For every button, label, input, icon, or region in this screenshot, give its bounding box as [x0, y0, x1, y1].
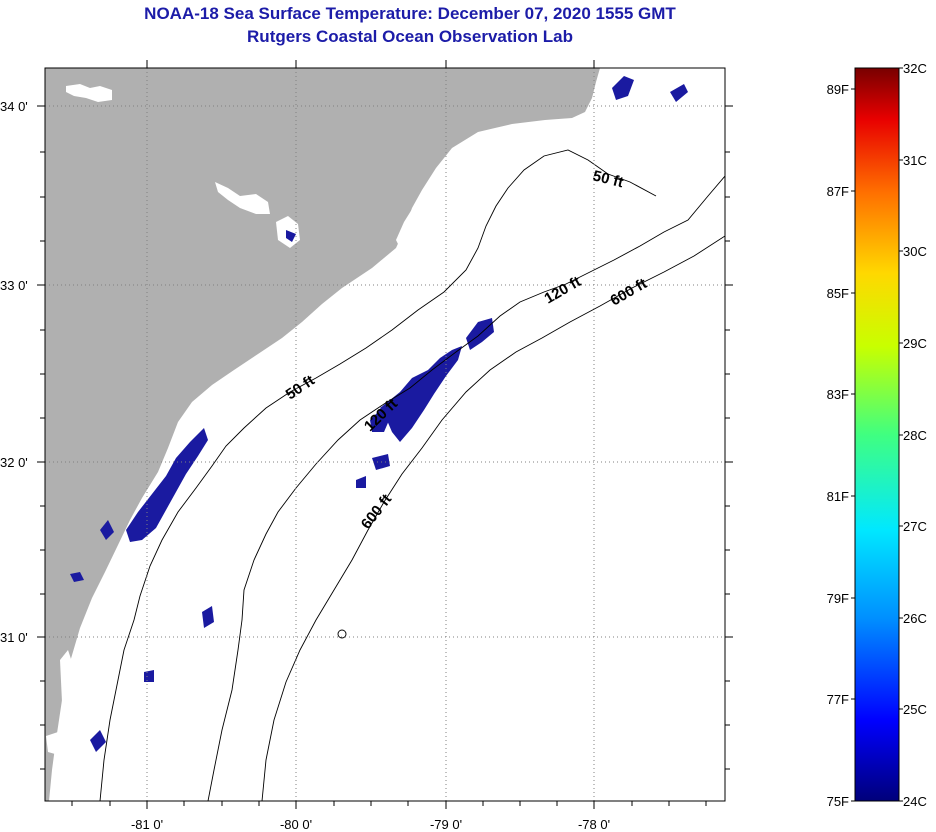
lat-label: 34 0'	[0, 99, 28, 114]
map-subtitle: Rutgers Coastal Ocean Observation Lab	[247, 27, 573, 46]
lon-label: -81 0'	[131, 817, 163, 832]
colorbar-celsius-label: 30C	[903, 244, 927, 259]
map-panel: 50 ft 50 ft 120 ft 120 ft 600 ft 600 ft	[45, 68, 725, 801]
colorbar-fahrenheit-label: 81F	[827, 489, 849, 504]
colorbar-fahrenheit-label: 89F	[827, 82, 849, 97]
contour-120ft	[207, 175, 725, 801]
cloud-patch	[66, 84, 112, 102]
lon-label: -80 0'	[280, 817, 312, 832]
cloud-patch	[215, 182, 270, 214]
land-area	[45, 68, 600, 801]
cloud-patch	[46, 732, 68, 756]
cloud-patch	[60, 650, 74, 702]
lon-label: -78 0'	[578, 817, 610, 832]
colorbar-celsius-label: 31C	[903, 153, 927, 168]
colorbar-fahrenheit-label: 75F	[827, 794, 849, 809]
colorbar-celsius-label: 25C	[903, 702, 927, 717]
colorbar-fahrenheit-label: 85F	[827, 286, 849, 301]
contour-50ft	[99, 149, 657, 801]
map-frame	[44, 67, 726, 802]
colorbar-celsius-label: 28C	[903, 428, 927, 443]
lat-label: 33 0'	[0, 278, 28, 293]
temperature-colorbar: 32C 31C 30C 29C 28C 27C 26C 25C 24C 89F …	[827, 61, 927, 809]
axis-ticks	[37, 60, 733, 809]
cloud-patch	[396, 206, 414, 252]
colorbar-fahrenheit-label: 87F	[827, 184, 849, 199]
colorbar-celsius-label: 26C	[903, 611, 927, 626]
colorbar-celsius-label: 24C	[903, 794, 927, 809]
colorbar-fahrenheit-label: 83F	[827, 387, 849, 402]
colorbar-celsius-label: 27C	[903, 519, 927, 534]
contour-600ft	[261, 235, 725, 801]
lon-label: -79 0'	[430, 817, 462, 832]
colorbar-fahrenheit-label: 77F	[827, 692, 849, 707]
bathymetry-contours	[99, 149, 725, 801]
colorbar-fahrenheit-label: 79F	[827, 591, 849, 606]
map-title: NOAA-18 Sea Surface Temperature: Decembe…	[144, 4, 676, 23]
lat-label: 31 0'	[0, 630, 28, 645]
colorbar-gradient	[854, 67, 900, 802]
colorbar-celsius-label: 32C	[903, 61, 927, 76]
lat-label: 32 0'	[0, 455, 28, 470]
colorbar-celsius-label: 29C	[903, 336, 927, 351]
grid-lines	[45, 68, 725, 801]
contour-label-50ft: 50 ft	[591, 167, 625, 191]
